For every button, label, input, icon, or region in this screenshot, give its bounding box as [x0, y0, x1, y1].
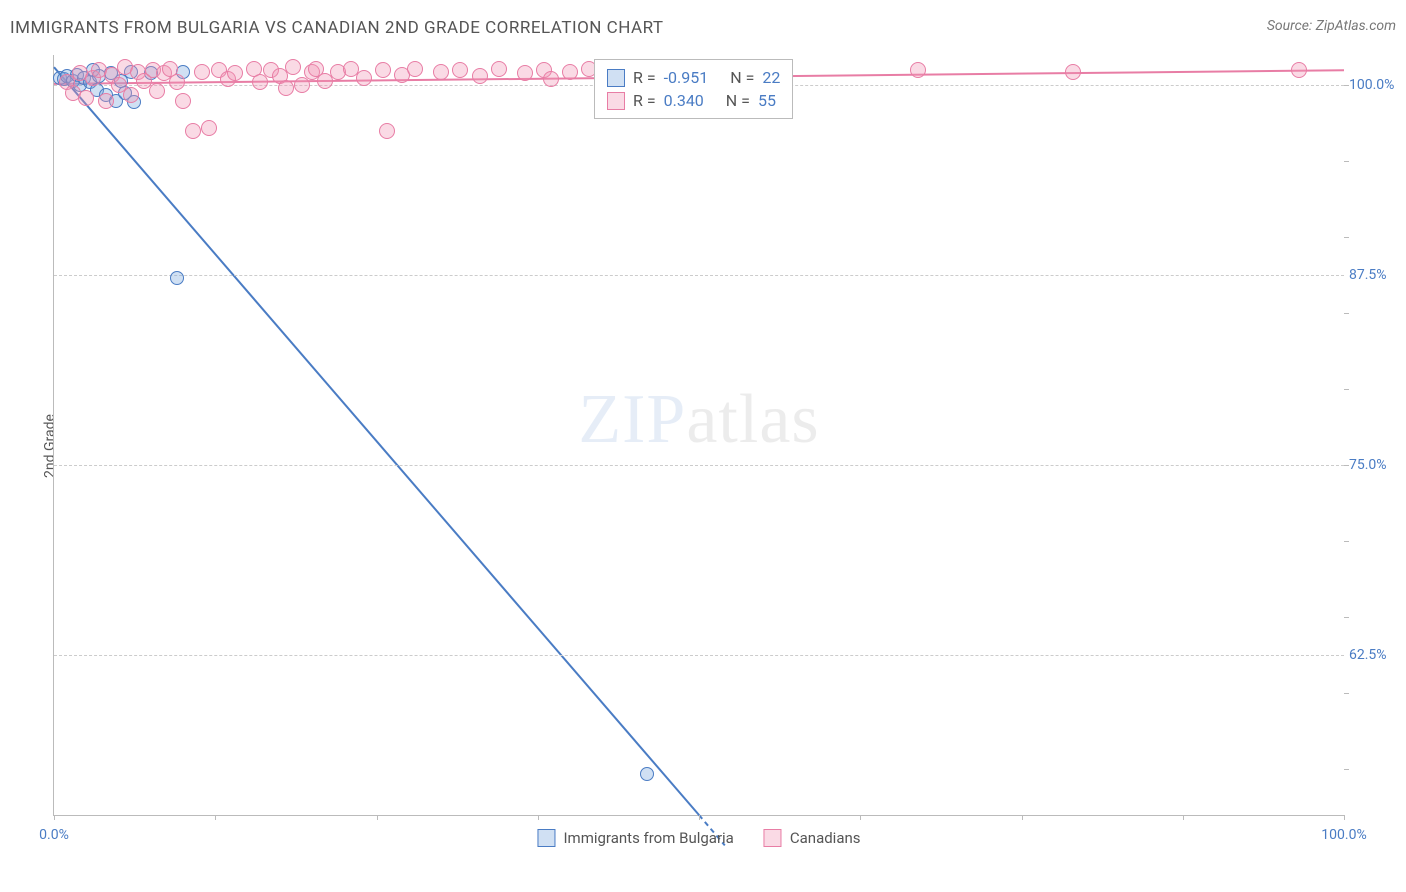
- data-point-pink: [278, 80, 294, 96]
- legend-item-blue: Immigrants from Bulgaria: [537, 829, 733, 847]
- source-attribution: Source: ZipAtlas.com: [1267, 18, 1396, 34]
- n-label: N =: [726, 91, 750, 110]
- data-point-pink: [517, 65, 533, 81]
- data-point-pink: [169, 74, 185, 90]
- chart-plot-area: ZIPatlas R = -0.951 N = 22 R = 0.340 N =…: [53, 55, 1344, 816]
- data-point-pink: [472, 68, 488, 84]
- data-point-pink: [1291, 62, 1307, 78]
- swatch-pink: [607, 92, 625, 110]
- r-label: R =: [633, 68, 656, 87]
- y-tick-mark: [1344, 237, 1349, 238]
- data-point-pink: [285, 59, 301, 75]
- legend-item-pink: Canadians: [764, 829, 861, 847]
- y-tick-label: 100.0%: [1349, 77, 1404, 93]
- y-tick-label: 75.0%: [1349, 457, 1404, 473]
- x-tick-mark: [699, 815, 700, 820]
- data-point-pink: [562, 64, 578, 80]
- legend-label-pink: Canadians: [790, 829, 861, 847]
- y-tick-mark: [1344, 617, 1349, 618]
- r-value-blue: -0.951: [664, 68, 709, 87]
- y-tick-mark: [1344, 161, 1349, 162]
- data-point-pink: [356, 70, 372, 86]
- r-value-pink: 0.340: [664, 91, 704, 110]
- data-point-pink: [433, 64, 449, 80]
- n-value-pink: 55: [758, 91, 776, 110]
- x-tick-mark: [377, 815, 378, 820]
- data-point-pink: [294, 77, 310, 93]
- y-tick-mark: [1344, 389, 1349, 390]
- stats-row-blue: R = -0.951 N = 22: [607, 66, 780, 89]
- data-point-pink: [227, 65, 243, 81]
- data-point-pink: [149, 83, 165, 99]
- r-label: R =: [633, 91, 656, 110]
- x-tick-mark: [538, 815, 539, 820]
- grid-line: [54, 465, 1344, 466]
- stats-legend: R = -0.951 N = 22 R = 0.340 N = 55: [594, 59, 793, 119]
- n-label: N =: [730, 68, 754, 87]
- x-tick-label-min: 0.0%: [39, 827, 69, 843]
- data-point-pink: [491, 61, 507, 77]
- data-point-pink: [910, 62, 926, 78]
- stats-row-pink: R = 0.340 N = 55: [607, 89, 780, 112]
- data-point-pink: [201, 120, 217, 136]
- y-tick-mark: [1344, 693, 1349, 694]
- y-tick-mark: [1344, 769, 1349, 770]
- data-point-pink: [543, 71, 559, 87]
- data-point-blue: [640, 767, 654, 781]
- source-prefix: Source:: [1267, 18, 1316, 34]
- n-value-blue: 22: [762, 68, 780, 87]
- series-legend: Immigrants from Bulgaria Canadians: [537, 829, 860, 847]
- x-tick-mark: [54, 815, 55, 820]
- y-tick-mark: [1344, 85, 1349, 86]
- y-tick-mark: [1344, 465, 1349, 466]
- swatch-blue: [537, 829, 555, 847]
- chart-title: IMMIGRANTS FROM BULGARIA VS CANADIAN 2ND…: [10, 18, 664, 38]
- data-point-pink: [185, 123, 201, 139]
- y-tick-mark: [1344, 541, 1349, 542]
- x-tick-mark: [1183, 815, 1184, 820]
- data-point-pink: [1065, 64, 1081, 80]
- x-tick-mark: [860, 815, 861, 820]
- x-tick-label-max: 100.0%: [1321, 827, 1366, 843]
- swatch-pink: [764, 829, 782, 847]
- grid-line: [54, 275, 1344, 276]
- data-point-pink: [407, 61, 423, 77]
- x-tick-mark: [1022, 815, 1023, 820]
- data-point-pink: [194, 64, 210, 80]
- source-name: ZipAtlas.com: [1316, 18, 1396, 34]
- y-tick-label: 62.5%: [1349, 647, 1404, 663]
- data-point-pink: [452, 62, 468, 78]
- data-point-pink: [379, 123, 395, 139]
- trend-lines-layer: [54, 55, 1344, 815]
- y-tick-label: 87.5%: [1349, 267, 1404, 283]
- y-tick-mark: [1344, 313, 1349, 314]
- swatch-blue: [607, 69, 625, 87]
- data-point-pink: [175, 93, 191, 109]
- legend-label-blue: Immigrants from Bulgaria: [563, 829, 733, 847]
- trend-line: [54, 67, 699, 815]
- grid-line: [54, 655, 1344, 656]
- data-point-pink: [123, 87, 139, 103]
- x-tick-mark: [215, 815, 216, 820]
- data-point-pink: [375, 62, 391, 78]
- x-tick-mark: [1344, 815, 1345, 820]
- data-point-pink: [78, 90, 94, 106]
- data-point-blue: [170, 271, 184, 285]
- data-point-pink: [98, 93, 114, 109]
